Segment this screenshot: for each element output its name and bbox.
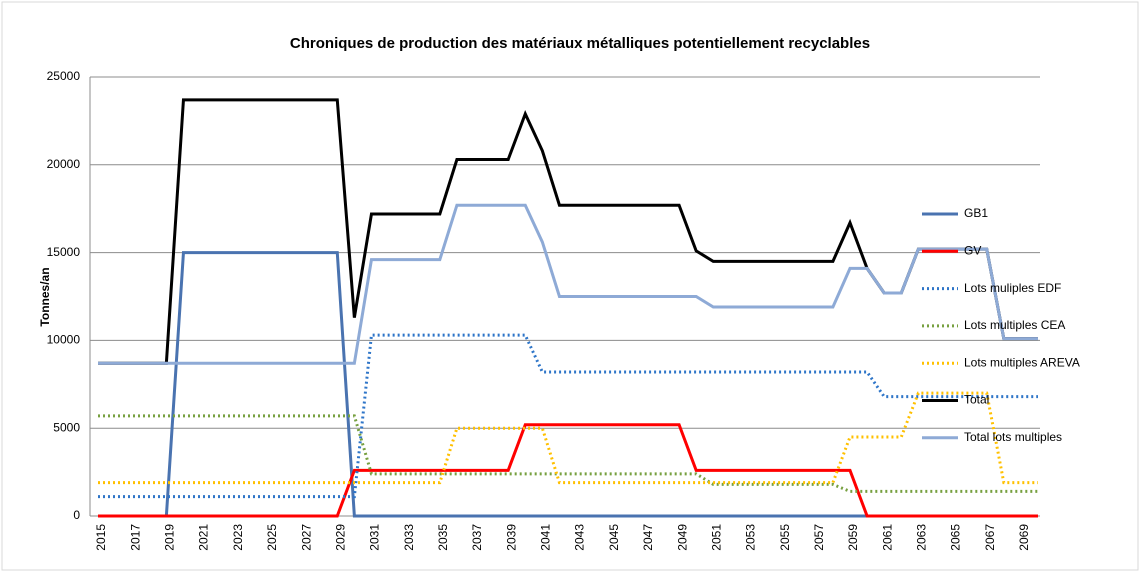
y-tick-label: 25000 — [47, 69, 81, 83]
x-tick-label: 2065 — [949, 524, 963, 551]
x-tick-label: 2041 — [539, 524, 553, 551]
x-tick-label: 2057 — [812, 524, 826, 551]
y-tick-label: 5000 — [53, 420, 80, 434]
y-tick-label: 0 — [73, 508, 80, 522]
x-tick-label: 2059 — [846, 524, 860, 551]
legend-label: GV — [964, 243, 981, 257]
x-tick-label: 2039 — [504, 524, 518, 551]
x-tick-label: 2061 — [880, 524, 894, 551]
x-tick-label: 2027 — [299, 524, 313, 551]
x-tick-label: 2051 — [709, 524, 723, 551]
legend-label: Total lots multiples — [964, 430, 1062, 444]
x-tick-label: 2067 — [983, 524, 997, 551]
series-line — [98, 423, 1038, 518]
series-line — [98, 391, 1038, 485]
x-tick-label: 2035 — [436, 524, 450, 551]
x-tick-label: 2031 — [368, 524, 382, 551]
x-tick-label: 2021 — [197, 524, 211, 551]
x-tick-label: 2025 — [265, 524, 279, 551]
x-tick-label: 2045 — [607, 524, 621, 551]
chart-title: Chroniques de production des matériaux m… — [290, 35, 870, 52]
legend-label: Lots muliples EDF — [964, 281, 1061, 295]
series-line — [98, 333, 1038, 499]
legend-label: GB1 — [964, 206, 988, 220]
x-tick-label: 2063 — [915, 524, 929, 551]
series-line — [98, 203, 1038, 365]
x-tick-label: 2019 — [163, 524, 177, 551]
x-tick-label: 2029 — [333, 524, 347, 551]
x-tick-label: 2043 — [573, 524, 587, 551]
x-tick-label: 2015 — [94, 524, 108, 551]
series-line — [98, 414, 1038, 493]
x-tick-label: 2069 — [1017, 524, 1031, 551]
x-tick-label: 2049 — [675, 524, 689, 551]
x-tick-label: 2053 — [744, 524, 758, 551]
y-tick-label: 10000 — [47, 333, 81, 347]
y-axis-label: Tonnes/an — [38, 267, 52, 326]
legend-label: Lots multiples AREVA — [964, 355, 1080, 369]
legend-label: Lots multiples CEA — [964, 318, 1065, 332]
x-tick-label: 2033 — [402, 524, 416, 551]
y-tick-label: 20000 — [47, 157, 81, 171]
x-tick-label: 2017 — [128, 524, 142, 551]
y-tick-label: 15000 — [47, 245, 81, 259]
x-tick-label: 2055 — [778, 524, 792, 551]
legend-label: Total — [964, 393, 989, 407]
x-tick-label: 2037 — [470, 524, 484, 551]
x-tick-label: 2023 — [231, 524, 245, 551]
x-tick-label: 2047 — [641, 524, 655, 551]
